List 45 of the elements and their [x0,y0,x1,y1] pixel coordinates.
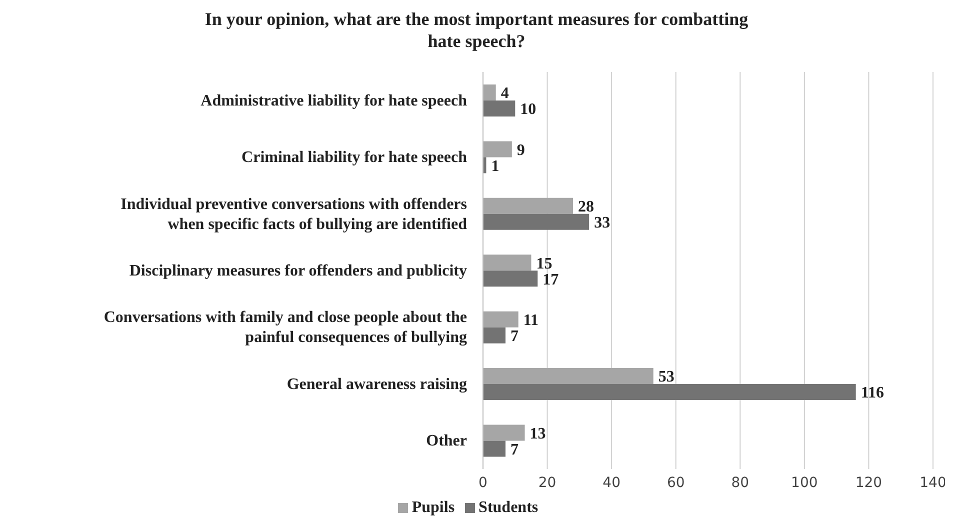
x-tick-label: 120 [855,474,882,491]
data-label: 10 [520,101,536,118]
bar [483,270,538,287]
data-label: 28 [578,198,594,216]
y-tick-label: Disciplinary measures for offenders and publicity [129,262,467,279]
y-tick-label: Administrative liability for hate speech [200,92,468,109]
data-label: 116 [860,384,884,402]
data-label: 4 [500,85,509,102]
x-tick-label: 60 [666,474,685,491]
chart-title: In your opinion, what are the most important measures for combatting hate speech? [204,8,750,52]
bar [483,327,506,344]
data-label: 15 [536,255,552,272]
bar [483,84,496,100]
x-tick-label: 0 [478,474,488,491]
bar [483,424,525,441]
bar [483,141,512,158]
y-tick-label: Individual preventive conversations with offenders when specific facts of bullying are identified [120,195,468,232]
data-label: 7 [510,441,518,458]
x-tick-label: 140 [920,474,946,491]
bar [483,368,654,384]
y-tick-label: Criminal liability for hate speech [242,148,468,166]
data-label: 7 [510,328,518,346]
data-label: 53 [658,368,674,386]
data-label: 1 [491,158,500,175]
x-tick-label: 100 [791,474,818,491]
data-label: 33 [594,214,610,232]
data-label: 13 [530,425,546,442]
x-tick-label: 80 [731,474,750,491]
x-tick-label: 40 [602,474,620,491]
bar [483,384,856,400]
y-tick-label: Conversations with family and close people about the painful consequences of bullying [104,308,467,346]
legend-label: Pupils [412,499,455,516]
bar [483,440,506,457]
bar [483,254,532,271]
data-label: 11 [523,312,538,330]
y-tick-label: General awareness raising [286,375,467,392]
data-label: 9 [516,142,525,159]
bar [483,311,518,328]
x-tick-label: 20 [538,474,556,491]
data-label: 17 [542,271,559,288]
bar [483,214,590,230]
legend-label: Students [478,499,538,516]
y-tick-label: Other [426,432,467,450]
bar [483,100,516,116]
bar [483,198,573,214]
